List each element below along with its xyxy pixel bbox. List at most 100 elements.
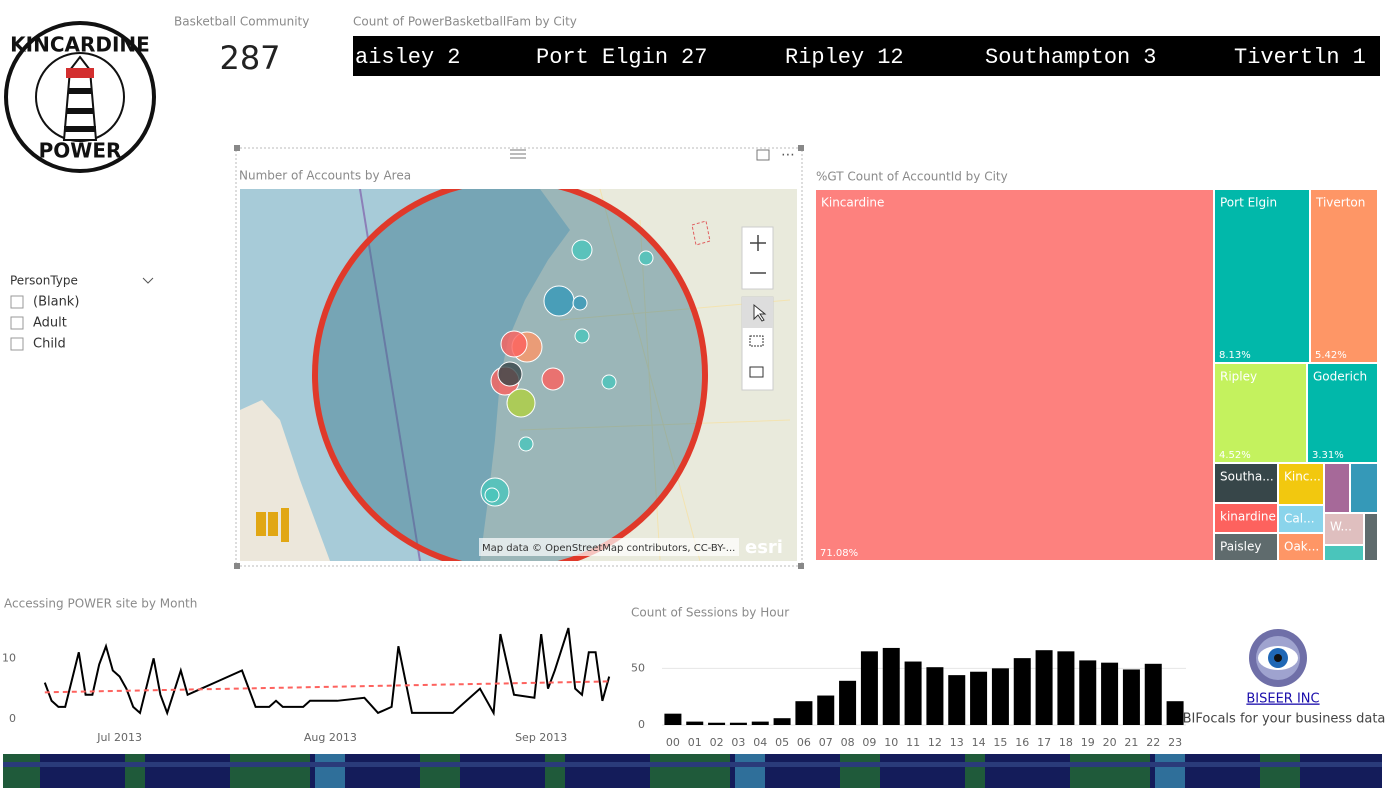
x-tick-label: 23 (1168, 736, 1182, 749)
bar[interactable] (817, 695, 835, 725)
x-tick-label: 03 (731, 736, 745, 749)
bar[interactable] (664, 713, 682, 725)
x-tick-label: 13 (950, 736, 964, 749)
tile-value: 8.13% (1219, 350, 1251, 361)
bar[interactable] (860, 651, 878, 725)
treemap-tile[interactable] (1365, 514, 1377, 560)
bar[interactable] (1144, 663, 1162, 725)
map: Map data © OpenStreetMap contributors, C… (240, 189, 797, 561)
y-tick-label: 0 (638, 718, 645, 731)
x-tick-label: 04 (753, 736, 767, 749)
more-options[interactable]: ⋯ (781, 147, 795, 163)
tagline: BIFocals for your business data (1183, 712, 1386, 727)
checkbox[interactable] (10, 316, 24, 330)
slicer-option: Adult (33, 316, 67, 331)
treemap-tile[interactable] (1215, 504, 1277, 532)
logo-bottom: POWER (39, 139, 122, 163)
ticker-count: 12 (877, 45, 903, 70)
bar[interactable] (686, 721, 704, 725)
tile-label: Kincardine (821, 196, 884, 210)
bar[interactable] (991, 668, 1009, 725)
treemap-tile[interactable] (816, 190, 1213, 560)
x-tick-label: 11 (906, 736, 920, 749)
tile-label: Cal... (1284, 512, 1315, 526)
y-tick-label: 10 (2, 651, 16, 664)
logo-top: KINCARDINE (10, 33, 150, 57)
bar[interactable] (1101, 662, 1119, 725)
treemap-tile[interactable] (1308, 364, 1377, 462)
ticker-item: Tivertln 1 (1234, 45, 1366, 70)
bar[interactable] (1035, 650, 1053, 725)
checkbox[interactable] (10, 295, 24, 309)
treemap-tile[interactable] (1215, 190, 1309, 362)
ticker-count: 1 (1353, 45, 1366, 70)
bar[interactable] (882, 647, 900, 725)
bar[interactable] (904, 661, 922, 725)
tile-label: Oak... (1284, 540, 1319, 554)
treemap-tile[interactable] (1215, 364, 1306, 462)
tile-value: 5.42% (1315, 350, 1347, 361)
x-tick-label: 17 (1037, 736, 1051, 749)
bar[interactable] (773, 718, 791, 725)
map-visual: ⋯ Number of Accounts by Area Ma (234, 145, 804, 569)
bar[interactable] (751, 721, 769, 725)
map-title: Number of Accounts by Area (239, 169, 411, 183)
treemap-tile[interactable] (1325, 464, 1349, 512)
tile-value: 3.31% (1312, 450, 1344, 461)
bar[interactable] (795, 701, 813, 725)
treemap-tile[interactable] (1311, 190, 1377, 362)
bar[interactable] (948, 675, 966, 725)
checkbox[interactable] (10, 337, 24, 351)
map-attribution: Map data © OpenStreetMap contributors, C… (482, 543, 735, 554)
slicer-chevron[interactable] (142, 277, 154, 284)
tile-label: Goderich (1313, 370, 1367, 384)
bar[interactable] (1166, 701, 1184, 725)
treemap-tile[interactable] (1351, 464, 1377, 512)
x-tick-label: 01 (688, 736, 702, 749)
bar[interactable] (708, 722, 726, 725)
slicer: PersonType (10, 274, 154, 288)
treemap-tile[interactable] (1325, 546, 1363, 560)
x-tick-label: Aug 2013 (304, 731, 357, 744)
company-link[interactable]: BISEER INC (1246, 692, 1319, 707)
select-rect[interactable] (749, 335, 764, 347)
treemap-tile[interactable] (1279, 534, 1323, 560)
bar[interactable] (729, 722, 747, 725)
tile-value: 4.52% (1219, 450, 1251, 461)
focus-mode[interactable] (756, 149, 770, 161)
ticker-city: aisley (355, 45, 434, 70)
bar[interactable] (970, 671, 988, 725)
x-tick-label: 14 (972, 736, 986, 749)
y-tick-label: 0 (9, 712, 16, 725)
biseer-logo (1249, 629, 1307, 687)
tile-value: 71.08% (820, 548, 858, 559)
treemap-title: %GT Count of AccountId by City (816, 170, 1008, 184)
x-tick-label: 00 (666, 736, 680, 749)
tile-label: kinardine (1220, 510, 1276, 524)
zoom-in[interactable] (750, 235, 766, 251)
bar[interactable] (1057, 651, 1075, 725)
bar[interactable] (926, 667, 944, 725)
treemap-tile[interactable] (1215, 534, 1277, 560)
treemap-tile[interactable] (1325, 514, 1363, 544)
tile-label: Paisley (1220, 540, 1261, 554)
treemap-tile[interactable] (1215, 464, 1277, 502)
bar[interactable] (1079, 660, 1097, 725)
bar[interactable] (1122, 669, 1140, 725)
bar[interactable] (839, 680, 857, 725)
x-tick-label: 02 (710, 736, 724, 749)
bar[interactable] (1013, 658, 1031, 725)
x-tick-label: 16 (1015, 736, 1029, 749)
x-tick-label: 09 (862, 736, 876, 749)
ticker-band (353, 36, 1380, 76)
treemap-tile[interactable] (1279, 506, 1323, 532)
ticker-item: Port Elgin 27 (536, 45, 707, 70)
x-tick-label: 12 (928, 736, 942, 749)
x-tick-label: 20 (1103, 736, 1117, 749)
slicer-title: PersonType (10, 274, 78, 288)
line (43, 627, 611, 717)
treemap-tile[interactable] (1279, 464, 1323, 504)
select-lasso[interactable] (749, 366, 764, 378)
